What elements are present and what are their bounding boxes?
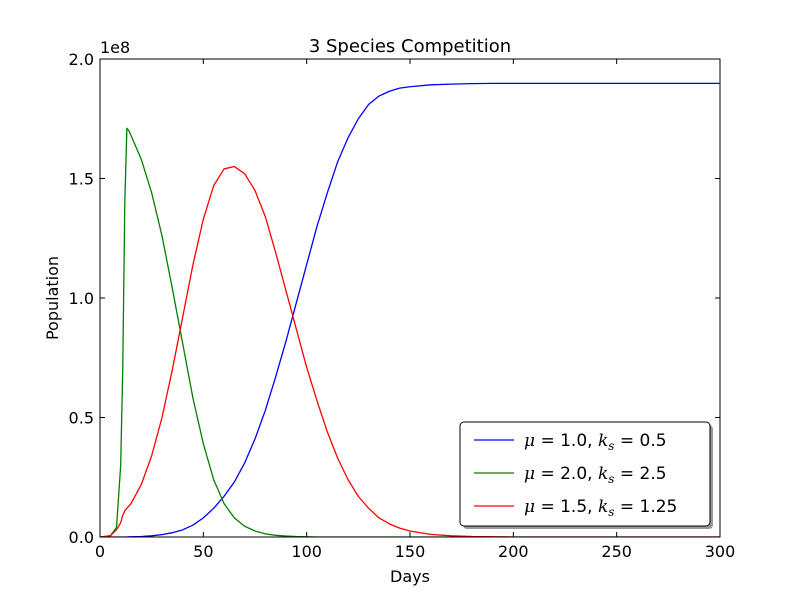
legend-entry-2: μ = 2.0, ks = 2.5 [524,464,667,486]
x-tick-label: 50 [193,542,213,561]
y-tick-label: 0.5 [69,409,94,428]
series-line-3 [100,165,720,537]
chart-title: 3 Species Competition [309,36,511,57]
legend-entry-1: μ = 1.0, ks = 0.5 [524,431,667,453]
y-tick-label: 1.5 [69,170,94,189]
x-tick-label: 200 [498,542,529,561]
y-tick-label: 1.0 [69,289,94,308]
axes: 0 50 100 150 200 250 300 0.0 0.5 1.0 1.5 2.0 [69,50,736,561]
y-axis-label: Population [43,256,62,340]
x-tick-label: 0 [95,542,105,561]
y-axis-offset-label: 1e8 [100,38,130,57]
y-tick-label: 0.0 [69,528,94,547]
y-tick-label: 2.0 [69,50,94,69]
legend-entry-3: μ = 1.5, ks = 1.25 [524,497,677,519]
legend-box [459,421,711,527]
x-tick-label: 150 [395,542,426,561]
x-axis-label: Days [390,567,430,586]
x-tick-label: 250 [601,542,632,561]
x-tick-label: 100 [291,542,322,561]
legend: μ = 1.0, ks = 0.5 μ = 2.0, ks = 2.5 μ = 1.… [459,421,713,529]
series-line-2 [100,127,720,537]
x-tick-label: 300 [705,542,736,561]
